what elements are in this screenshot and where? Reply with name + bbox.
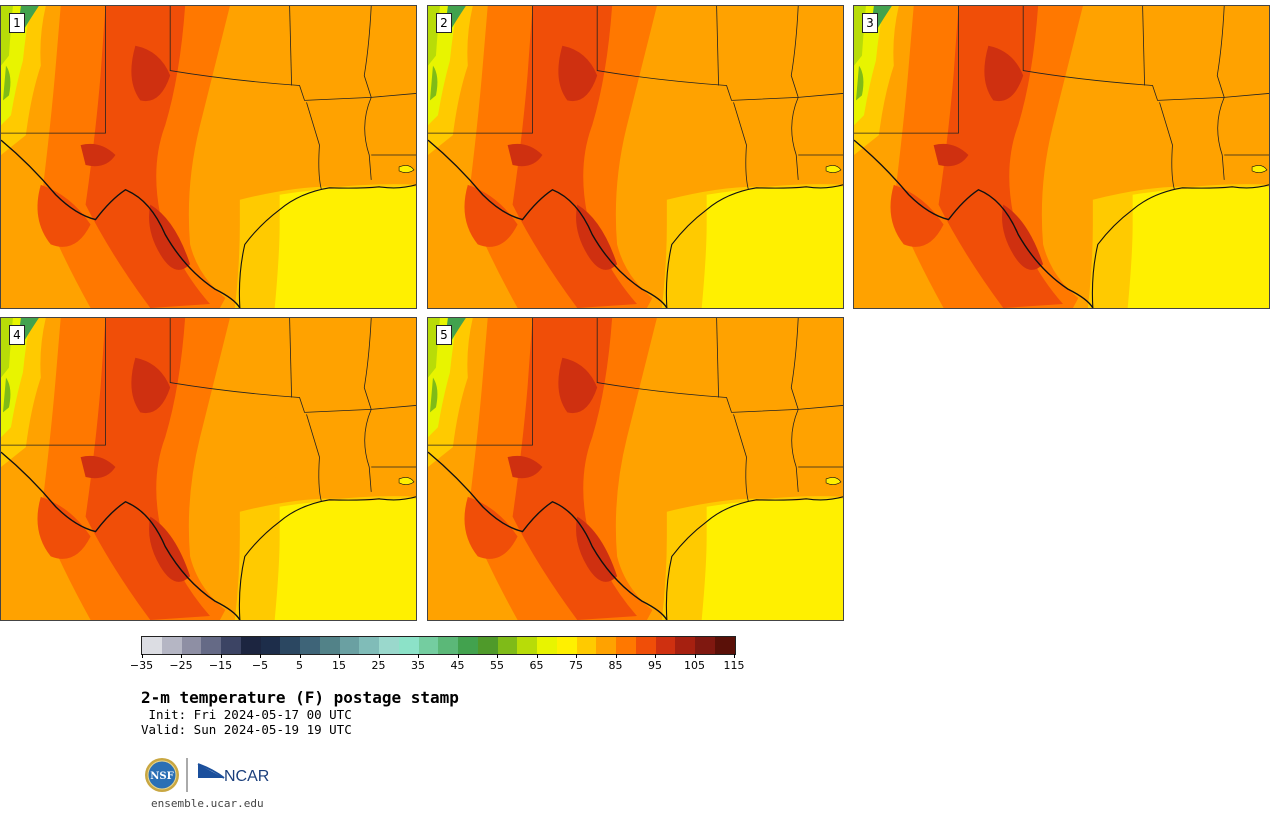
colorbar-tick-mark [141, 654, 143, 658]
colorbar-tick-label: −15 [208, 659, 233, 672]
colorbar-tick-label: 15 [332, 659, 346, 672]
temperature-map-4 [1, 318, 416, 620]
colorbar-cell [339, 637, 360, 654]
colorbar-cell [497, 637, 518, 654]
postage-stamp-panel-3: 3 [853, 5, 1270, 309]
temperature-map-5 [428, 318, 843, 620]
colorbar-cell [616, 637, 636, 654]
panel-number-label: 5 [436, 325, 452, 345]
colorbar-cell [695, 637, 715, 654]
colorbar-tick-mark [220, 654, 222, 658]
colorbar-cell [714, 637, 735, 654]
colorbar-tick-label: −25 [169, 659, 193, 672]
colorbar-cell [142, 637, 162, 654]
colorbar-tick-label: −35 [129, 659, 154, 672]
init-time: Init: Fri 2024-05-17 00 UTC [141, 707, 352, 722]
colorbar-tick-label: 85 [608, 659, 623, 672]
colorbar-tick-mark [378, 654, 380, 658]
postage-stamp-panel-2: 2 [427, 5, 844, 309]
colorbar-cell [458, 637, 478, 654]
colorbar-tick-label: 5 [296, 659, 303, 672]
colorbar-tick-label: 75 [569, 659, 583, 672]
colorbar-tick-mark [655, 654, 656, 658]
panel-number-label: 2 [436, 13, 452, 33]
temperature-map-1 [1, 6, 416, 308]
svg-text:NSF: NSF [150, 771, 173, 782]
colorbar-tick-mark [536, 654, 538, 658]
colorbar-cell [635, 637, 656, 654]
colorbar-tick-mark [497, 654, 498, 658]
colorbar-tick-mark [576, 654, 577, 658]
colorbar-cell [537, 637, 557, 654]
temperature-map-2 [428, 6, 843, 308]
colorbar-cell [517, 637, 537, 654]
colorbar-tick-mark [181, 654, 182, 658]
colorbar-cell [418, 637, 439, 654]
colorbar-cell [161, 637, 182, 654]
colorbar-cell [359, 637, 379, 654]
colorbar-cell [576, 637, 597, 654]
colorbar-tick-mark [615, 654, 617, 658]
valid-time: Valid: Sun 2024-05-19 19 UTC [141, 722, 352, 737]
colorbar-tick-label: 115 [723, 659, 745, 672]
colorbar-cell [398, 637, 419, 654]
colorbar-tick-label: 25 [371, 659, 386, 672]
postage-stamp-panel-1: 1 [0, 5, 417, 309]
colorbar-tick-mark [734, 654, 735, 658]
colorbar-tick-label: 35 [411, 659, 425, 672]
colorbar-tick-label: −5 [251, 659, 269, 672]
colorbar-tick-mark [457, 654, 459, 658]
colorbar-cell [655, 637, 676, 654]
colorbar-cell [675, 637, 695, 654]
nsf-logo-icon: NSF [145, 758, 179, 792]
colorbar-tick-label: 65 [529, 659, 544, 672]
colorbar-tick-mark [339, 654, 340, 658]
colorbar-cell [379, 637, 399, 654]
colorbar-legend: −35 −25 −15 −5 5 15 25 35 45 55 65 75 85 95 105 115 [130, 632, 770, 682]
colorbar-cell [477, 637, 498, 654]
colorbar-cell [300, 637, 320, 654]
colorbar-cell [556, 637, 577, 654]
colorbar-tick-mark [260, 654, 261, 658]
colorbar-ticks: −35 −25 −15 −5 5 15 25 35 45 55 65 75 85 95 105 115 [130, 654, 770, 678]
postage-stamp-panel-4: 4 [0, 317, 417, 621]
temperature-map-3 [854, 6, 1269, 308]
colorbar [141, 636, 736, 655]
page-title: 2-m temperature (F) postage stamp [141, 688, 459, 707]
ncar-logo-icon: NCAR [197, 763, 269, 785]
site-url: ensemble.ucar.edu [151, 797, 264, 810]
colorbar-tick-mark [299, 654, 301, 658]
colorbar-cell [201, 637, 221, 654]
colorbar-tick-mark [418, 654, 419, 658]
logo-block: NSF NCAR [144, 756, 284, 796]
panel-number-label: 3 [862, 13, 878, 33]
colorbar-cell [221, 637, 241, 654]
colorbar-cell [240, 637, 261, 654]
colorbar-cell [260, 637, 281, 654]
colorbar-tick-label: 55 [490, 659, 504, 672]
colorbar-cell [181, 637, 202, 654]
colorbar-tick-mark [694, 654, 696, 658]
colorbar-tick-label: 45 [450, 659, 465, 672]
colorbar-cell [438, 637, 458, 654]
postage-stamp-panel-5: 5 [427, 317, 844, 621]
panel-number-label: 4 [9, 325, 25, 345]
svg-text:NCAR: NCAR [224, 768, 269, 785]
colorbar-cell [596, 637, 616, 654]
nsf-ncar-logo: NSF NCAR [145, 758, 269, 792]
colorbar-tick-label: 95 [648, 659, 662, 672]
panel-number-label: 1 [9, 13, 25, 33]
colorbar-tick-label: 105 [684, 659, 705, 672]
colorbar-cell [319, 637, 340, 654]
colorbar-cell [280, 637, 300, 654]
